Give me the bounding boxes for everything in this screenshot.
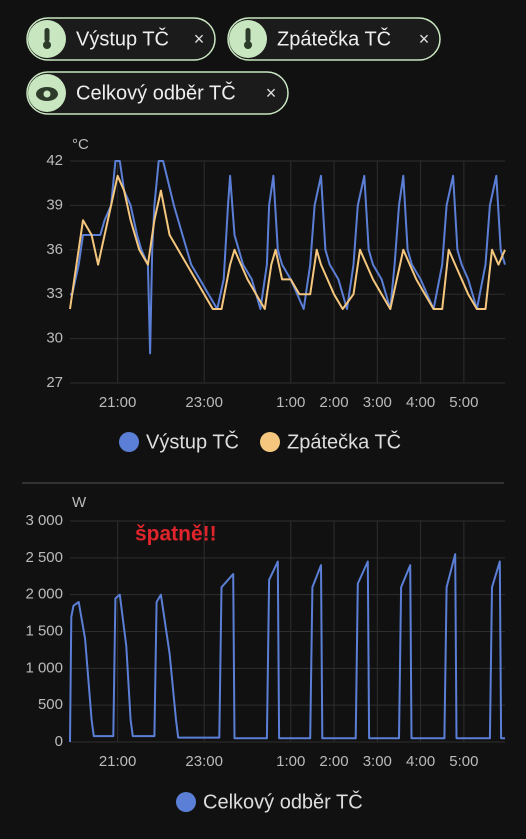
legend-label: Celkový odběr TČ (203, 790, 363, 813)
y-unit: W (72, 494, 87, 511)
chip-label: Zpátečka TČ (277, 27, 391, 50)
y-tick-label: 2 500 (25, 549, 63, 566)
chip-frame (26, 17, 216, 61)
x-tick-label: 23:00 (185, 753, 223, 770)
legend-swatch (176, 792, 196, 812)
y-tick-label: 42 (46, 152, 63, 169)
thermometer-bulb (43, 41, 51, 49)
y-tick-label: 1 000 (25, 659, 63, 676)
thermometer-bulb (244, 41, 252, 49)
x-tick-label: 5:00 (449, 394, 478, 411)
chip-close[interactable]: × (194, 29, 205, 49)
series-line (69, 553, 505, 743)
x-tick-label: 21:00 (99, 753, 137, 770)
legend-swatch (260, 432, 280, 452)
x-tick-label: 1:00 (276, 753, 305, 770)
y-tick-label: 36 (46, 241, 63, 258)
y-tick-label: 1 500 (25, 622, 63, 639)
chip[interactable]: Celkový odběr TČ × (26, 71, 289, 115)
thermometer-icon (245, 28, 251, 42)
chip[interactable]: Zpátečka TČ × (227, 17, 441, 61)
x-tick-label: 3:00 (363, 753, 392, 770)
x-tick-label: 23:00 (185, 394, 223, 411)
thermometer-icon (44, 28, 50, 42)
chip-frame (227, 17, 441, 61)
y-tick-label: 2 000 (25, 586, 63, 603)
x-tick-label: 3:00 (363, 394, 392, 411)
legend-swatch (119, 432, 139, 452)
x-tick-label: 1:00 (276, 394, 305, 411)
series-line (69, 174, 506, 310)
chip[interactable]: Výstup TČ × (26, 17, 216, 61)
y-tick-label: 39 (46, 196, 63, 213)
y-tick-label: 30 (46, 330, 63, 347)
eye-pupil (43, 90, 51, 98)
y-unit: °C (72, 136, 89, 153)
chip-frame (26, 71, 289, 115)
chip-label: Celkový odběr TČ (76, 81, 236, 104)
annotation: špatně!! (135, 523, 217, 546)
x-tick-label: 2:00 (319, 394, 348, 411)
chip-close[interactable]: × (266, 83, 277, 103)
x-tick-label: 4:00 (406, 753, 435, 770)
x-tick-label: 5:00 (449, 753, 478, 770)
legend-label: Zpátečka TČ (287, 430, 401, 453)
y-tick-label: 33 (46, 285, 63, 302)
x-tick-label: 21:00 (99, 394, 137, 411)
x-tick-label: 4:00 (406, 394, 435, 411)
chip-label: Výstup TČ (76, 27, 169, 50)
chip-close[interactable]: × (419, 29, 430, 49)
y-tick-label: 3 000 (25, 512, 63, 529)
y-tick-label: 27 (46, 374, 63, 391)
x-tick-label: 2:00 (319, 753, 348, 770)
legend-label: Výstup TČ (146, 430, 239, 453)
y-tick-label: 0 (55, 733, 63, 750)
y-tick-label: 500 (38, 696, 63, 713)
